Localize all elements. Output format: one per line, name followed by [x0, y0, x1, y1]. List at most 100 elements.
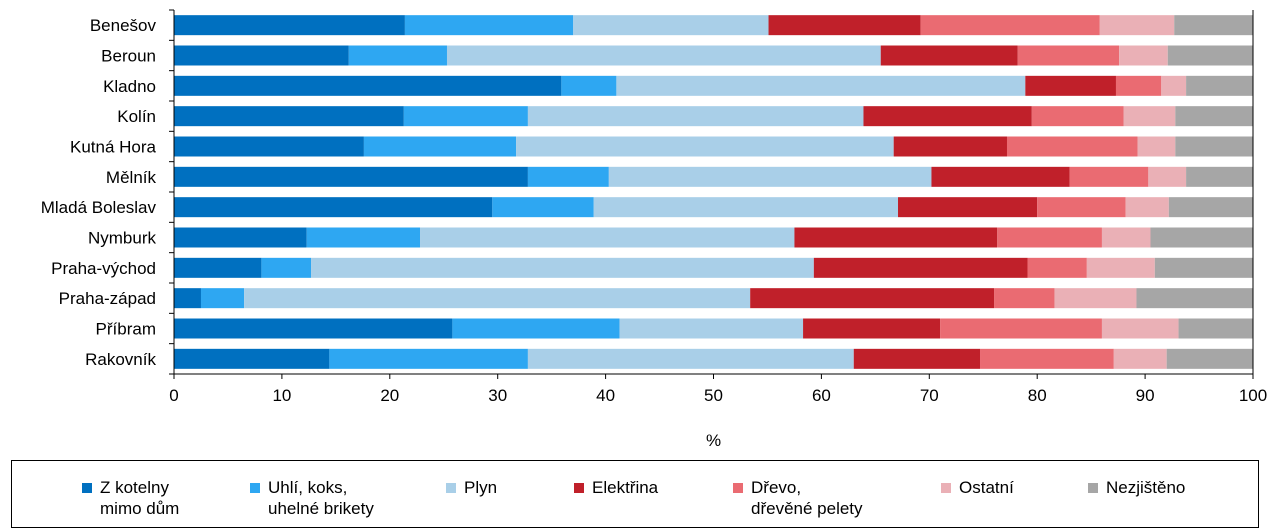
x-tick-label: 50: [704, 386, 723, 405]
bar-segment: [980, 348, 1114, 369]
bar-segment: [893, 136, 1007, 157]
bar-segment: [174, 197, 493, 218]
bar-segment: [446, 45, 881, 66]
x-tick-label: 70: [920, 386, 939, 405]
bar-segment: [768, 15, 921, 36]
bar-segment: [863, 106, 1032, 127]
bar-segment: [994, 288, 1055, 309]
bar-segment: [853, 348, 981, 369]
bar-segment: [931, 166, 1070, 187]
bar-segment: [940, 318, 1102, 339]
bar-segment: [880, 45, 1018, 66]
bar-segment: [750, 288, 995, 309]
bar-segment: [527, 106, 864, 127]
bar-segment: [1167, 45, 1253, 66]
bar-segment: [813, 257, 1028, 278]
legend-item: Uhlí, koks, uhelné brikety: [250, 477, 374, 519]
bar-segment: [311, 257, 814, 278]
bar-segment: [1186, 75, 1253, 96]
category-labels: Benešov Beroun Kladno Kolín Kutná Hora Mělník…: [41, 16, 157, 369]
bar-segment: [452, 318, 620, 339]
bar-segment: [1175, 136, 1253, 157]
x-tick-label: 10: [272, 386, 291, 405]
bars-group: [174, 15, 1253, 369]
bar-segment: [527, 348, 854, 369]
category-label: Praha-západ: [59, 289, 156, 308]
category-label: Beroun: [101, 47, 156, 66]
bar-segment: [1115, 75, 1162, 96]
bar-segment: [1054, 288, 1137, 309]
bar-segment: [174, 288, 201, 309]
category-label: Mělník: [106, 168, 157, 187]
bar-segment: [616, 75, 1026, 96]
stacked-bar-chart: Benešov Beroun Kladno Kolín Kutná Hora Mělník…: [41, 9, 1267, 450]
legend-item: Ostatní: [941, 477, 1014, 498]
legend-swatch: [574, 483, 584, 493]
bar-segment: [619, 318, 804, 339]
legend-label: Plyn: [464, 478, 498, 497]
legend-swatch: [446, 483, 456, 493]
bar-segment: [174, 106, 404, 127]
x-tick-label: 30: [488, 386, 507, 405]
bar-segment: [404, 15, 574, 36]
category-label: Kolín: [117, 107, 156, 126]
x-tick-label: 90: [1136, 386, 1155, 405]
category-label: Kutná Hora: [70, 138, 157, 157]
legend-item: Z kotelny mimo dům: [82, 477, 179, 519]
category-label: Příbram: [96, 320, 156, 339]
bar-segment: [1174, 15, 1253, 36]
bar-segment: [174, 166, 528, 187]
bar-segment: [1161, 75, 1187, 96]
bar-segment: [174, 227, 307, 248]
bar-segment: [420, 227, 795, 248]
bar-segment: [803, 318, 941, 339]
category-label: Rakovník: [85, 350, 156, 369]
bar-segment: [1101, 318, 1179, 339]
bar-segment: [794, 227, 998, 248]
bar-segment: [329, 348, 528, 369]
bar-segment: [348, 45, 447, 66]
bar-segment: [363, 136, 517, 157]
bar-segment: [1069, 166, 1149, 187]
bar-segment: [920, 15, 1100, 36]
category-label: Mladá Boleslav: [41, 198, 157, 217]
bar-segment: [997, 227, 1102, 248]
bar-segment: [516, 136, 894, 157]
bar-segment: [1099, 15, 1175, 36]
bar-segment: [261, 257, 312, 278]
bar-segment: [1025, 75, 1116, 96]
bar-segment: [1006, 136, 1138, 157]
bar-segment: [174, 45, 349, 66]
bar-segment: [174, 136, 364, 157]
x-tick-label: 100: [1239, 386, 1267, 405]
bar-segment: [1186, 166, 1253, 187]
bar-segment: [1136, 288, 1253, 309]
bar-segment: [174, 318, 453, 339]
bar-segment: [1125, 197, 1169, 218]
bar-segment: [174, 257, 262, 278]
legend-item: Nezjištěno: [1088, 477, 1185, 498]
bar-segment: [593, 197, 899, 218]
axes-group: [169, 9, 1254, 379]
bar-segment: [174, 15, 405, 36]
bar-segment: [1178, 318, 1253, 339]
bar-segment: [1119, 45, 1168, 66]
bar-segment: [1137, 136, 1176, 157]
bar-segment: [527, 166, 609, 187]
legend-swatch: [941, 483, 951, 493]
bar-segment: [1166, 348, 1253, 369]
x-tick-label: 40: [596, 386, 615, 405]
bar-segment: [174, 75, 562, 96]
bar-segment: [1168, 197, 1253, 218]
bar-segment: [1031, 106, 1124, 127]
bar-segment: [244, 288, 751, 309]
bar-segment: [1123, 106, 1176, 127]
bar-segment: [200, 288, 245, 309]
bar-segment: [1086, 257, 1155, 278]
legend-label: Dřevo, dřevěné pelety: [751, 478, 863, 518]
category-label: Kladno: [103, 77, 156, 96]
bar-segment: [608, 166, 932, 187]
bar-segment: [573, 15, 769, 36]
legend-item: Dřevo, dřevěné pelety: [733, 477, 863, 519]
x-tick-label: 0: [169, 386, 178, 405]
